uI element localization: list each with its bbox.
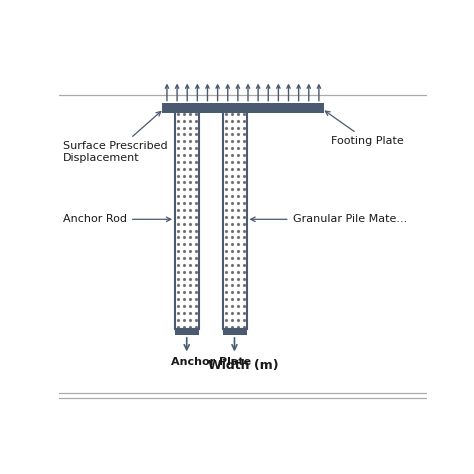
Text: Anchor Rod: Anchor Rod <box>63 214 171 224</box>
Bar <box>175 111 199 329</box>
Bar <box>223 328 246 335</box>
Text: Anchor Plate: Anchor Plate <box>171 356 251 366</box>
Text: Granular Pile Mate...: Granular Pile Mate... <box>251 214 407 224</box>
Text: Surface Prescribed
Displacement: Surface Prescribed Displacement <box>63 111 167 163</box>
Text: Width (m): Width (m) <box>208 359 278 372</box>
Text: Footing Plate: Footing Plate <box>325 111 404 146</box>
Bar <box>223 111 246 329</box>
Bar <box>175 328 199 335</box>
Bar <box>162 103 324 113</box>
